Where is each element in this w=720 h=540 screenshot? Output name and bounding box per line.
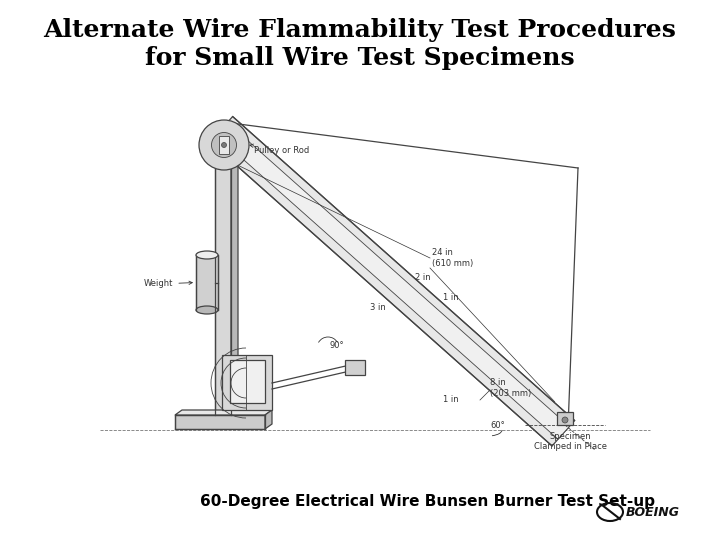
Polygon shape (557, 412, 573, 425)
Text: Weight: Weight (144, 280, 192, 288)
Polygon shape (230, 360, 265, 403)
Circle shape (199, 120, 249, 170)
Text: 24 in
(610 mm): 24 in (610 mm) (432, 248, 473, 268)
Text: 1 in: 1 in (443, 294, 459, 302)
Text: Specimen
Clamped in Place: Specimen Clamped in Place (534, 432, 606, 451)
Polygon shape (215, 150, 238, 155)
Text: 3 in: 3 in (370, 303, 386, 313)
Circle shape (562, 417, 568, 423)
Polygon shape (345, 360, 365, 375)
Text: 90°: 90° (330, 341, 345, 349)
Polygon shape (215, 155, 231, 415)
Text: 60°: 60° (490, 421, 505, 429)
Ellipse shape (196, 251, 218, 259)
Text: 1 in: 1 in (443, 395, 459, 404)
Text: 60-Degree Electrical Wire Bunsen Burner Test Set-up: 60-Degree Electrical Wire Bunsen Burner … (200, 494, 655, 509)
Text: BOEING: BOEING (626, 507, 680, 519)
Text: Alternate Wire Flammability Test Procedures: Alternate Wire Flammability Test Procedu… (44, 18, 676, 42)
Polygon shape (175, 410, 272, 415)
Polygon shape (196, 255, 218, 310)
Polygon shape (175, 415, 265, 429)
Circle shape (222, 143, 227, 147)
Text: Pulley or Rod: Pulley or Rod (250, 144, 310, 155)
Text: for Small Wire Test Specimens: for Small Wire Test Specimens (145, 46, 575, 70)
Polygon shape (231, 150, 238, 415)
Circle shape (212, 132, 236, 158)
Bar (219, 136, 229, 154)
Polygon shape (265, 410, 272, 429)
Text: 8 in
(203 mm): 8 in (203 mm) (490, 379, 531, 397)
Polygon shape (210, 117, 575, 446)
Text: 2 in: 2 in (415, 273, 431, 282)
Polygon shape (222, 355, 272, 410)
Polygon shape (216, 123, 570, 439)
Ellipse shape (196, 306, 218, 314)
